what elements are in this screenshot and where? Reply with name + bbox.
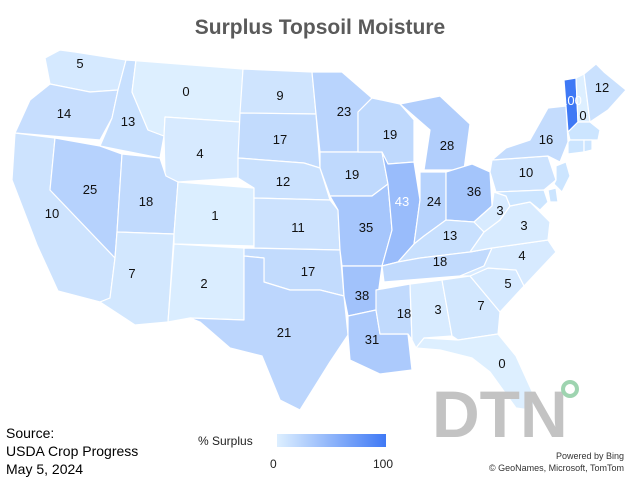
copyright-label: © GeoNames, Microsoft, TomTom — [489, 463, 624, 473]
state-value-il: 43 — [395, 194, 409, 209]
source-date: May 5, 2024 — [6, 461, 84, 477]
state-co — [173, 181, 255, 247]
state-value-az: 7 — [128, 266, 135, 281]
state-fl — [415, 333, 537, 411]
state-value-id: 13 — [121, 114, 135, 129]
source-name: USDA Crop Progress — [6, 443, 139, 459]
state-value-mn: 23 — [337, 104, 351, 119]
map-attribution: Powered by Bing © GeoNames, Microsoft, T… — [489, 450, 624, 474]
state-value-wy: 4 — [196, 146, 203, 161]
map-title: Surplus Topsoil Moisture — [194, 16, 446, 39]
state-ri — [583, 139, 593, 153]
powered-by-label: Powered by Bing — [555, 451, 624, 461]
state-value-ok: 17 — [301, 264, 315, 279]
state-value-wi: 19 — [383, 127, 397, 142]
state-value-vt: 100 — [560, 93, 582, 108]
state-value-la: 31 — [365, 332, 379, 347]
state-value-ut: 18 — [139, 194, 153, 209]
state-value-wa: 5 — [76, 56, 83, 71]
state-value-ne: 12 — [276, 174, 290, 189]
state-tx — [189, 255, 349, 411]
state-value-fl: 0 — [498, 356, 505, 371]
state-value-mo: 35 — [359, 220, 373, 235]
state-value-nd: 9 — [276, 88, 283, 103]
legend-max-label: 100 — [373, 457, 394, 471]
source-label: Source: — [6, 425, 55, 441]
state-value-mt: 0 — [182, 84, 189, 99]
state-value-co: 1 — [211, 208, 218, 223]
state-value-al: 3 — [434, 302, 441, 317]
dtn-logo-dot — [561, 380, 579, 398]
state-value-ms: 18 — [397, 306, 411, 321]
state-value-tx: 21 — [277, 325, 291, 340]
state-ct — [567, 139, 585, 155]
source-note: Source: USDA Crop Progress May 5, 2024 — [6, 424, 138, 478]
state-ny — [491, 105, 569, 163]
state-value-nc: 4 — [518, 248, 525, 263]
state-nj — [553, 161, 571, 193]
state-value-nh: 0 — [579, 108, 586, 123]
state-value-ga: 7 — [477, 298, 484, 313]
state-value-pa: 10 — [519, 165, 533, 180]
legend-title: % Surplus — [198, 434, 253, 448]
state-value-sc: 5 — [504, 276, 511, 291]
state-value-oh: 36 — [467, 184, 481, 199]
state-value-or: 14 — [57, 106, 71, 121]
state-value-wv: 3 — [496, 203, 503, 218]
state-value-ny: 16 — [539, 132, 553, 147]
state-value-va: 3 — [520, 218, 527, 233]
state-value-me: 12 — [595, 80, 609, 95]
state-az — [99, 231, 175, 326]
state-de — [547, 187, 559, 203]
state-value-sd: 17 — [273, 132, 287, 147]
state-value-ks: 11 — [291, 220, 305, 235]
state-value-ia: 19 — [345, 167, 359, 182]
dtn-logo-text: DTN — [432, 377, 568, 447]
state-nc — [459, 239, 557, 287]
state-md — [493, 189, 549, 211]
state-value-ky: 13 — [443, 228, 457, 243]
legend-min-label: 0 — [270, 457, 277, 471]
state-value-nm: 2 — [200, 276, 207, 291]
state-value-in: 24 — [427, 194, 441, 209]
state-value-ca: 10 — [45, 206, 59, 221]
dtn-logo: DTN — [432, 377, 579, 447]
state-value-tn: 18 — [433, 254, 447, 269]
state-value-nv: 25 — [83, 182, 97, 197]
state-value-mi: 28 — [440, 138, 454, 153]
legend-color-scale — [277, 434, 386, 447]
state-value-ar: 38 — [355, 288, 369, 303]
